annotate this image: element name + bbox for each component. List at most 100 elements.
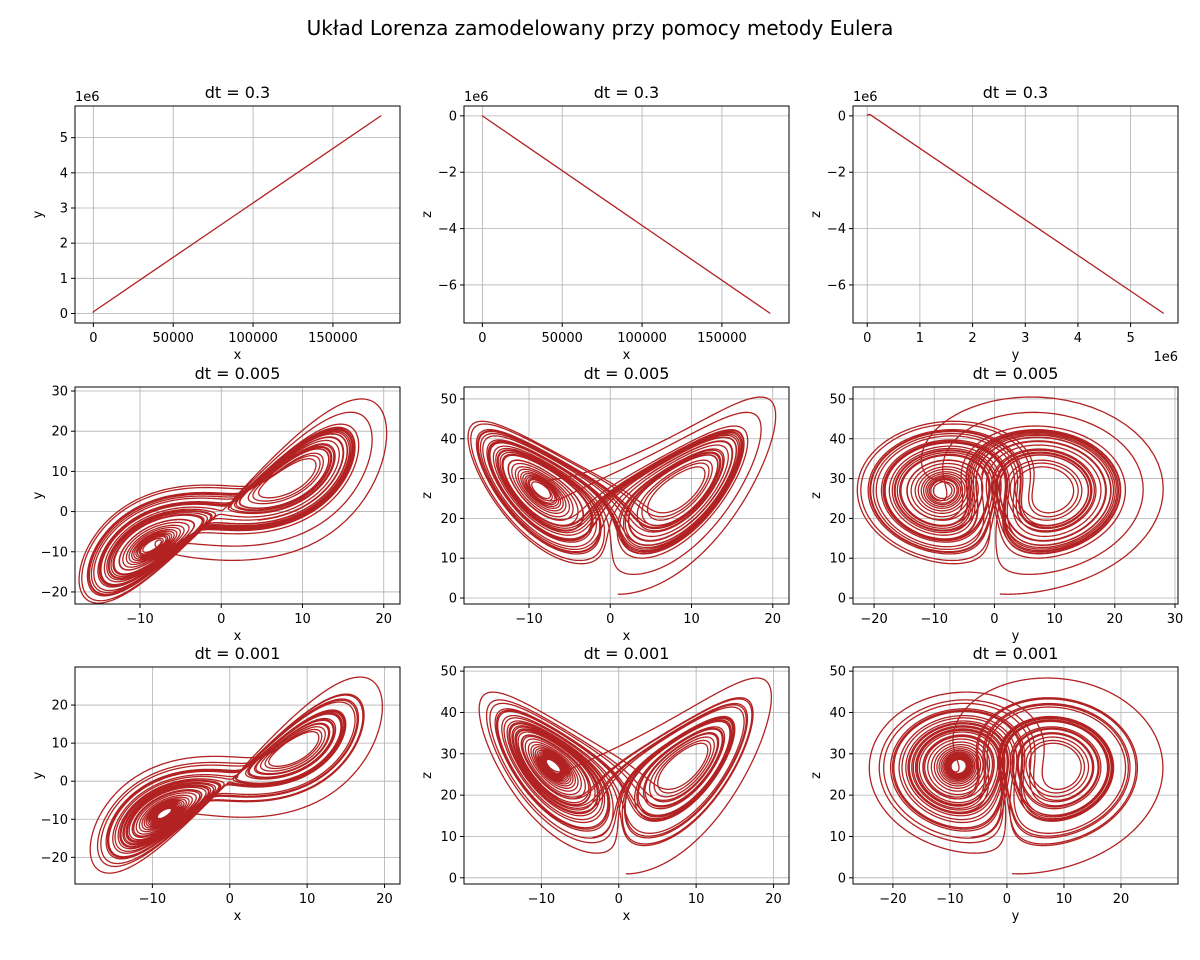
y-tick-label: 10 [440, 552, 457, 567]
subplot-1: 0 50000 100000 150000 0 1 2 3 4 5 x y 1e6 dt = 0.3 [31, 83, 401, 363]
y-axis-label: z [809, 772, 824, 779]
subplot-8: −10 0 10 20 0 10 20 30 40 50 x z dt = 0.001 [420, 644, 790, 924]
series-line [467, 396, 777, 595]
axes-frame [74, 386, 401, 605]
subplot-5: −10 0 10 20 0 10 20 30 40 50 x z dt = 0.005 [420, 364, 790, 644]
x-tick-label: 50000 [153, 331, 194, 346]
y-tick-label: 20 [440, 512, 457, 527]
y-tick-label: 3 [60, 201, 68, 216]
y-tick-label: −20 [41, 851, 68, 866]
y-tick-label: 20 [51, 699, 68, 714]
x-tick-label: 10 [1046, 612, 1063, 627]
axes-frame [852, 666, 1179, 885]
x-tick-label: 20 [1113, 892, 1130, 907]
y-tick-label: 30 [51, 385, 68, 400]
y-tick-label: 10 [440, 830, 457, 845]
x-tick-label: −10 [936, 892, 963, 907]
x-tick-label: −20 [879, 892, 906, 907]
y-tick-label: 30 [829, 472, 846, 487]
x-tick-label: 150000 [308, 331, 358, 346]
x-tick-label: 2 [968, 331, 976, 346]
axes-frame [74, 105, 401, 324]
y-tick-label: 0 [838, 871, 846, 886]
series-line [856, 396, 1164, 595]
y-tick-label: −10 [41, 813, 68, 828]
plot-area [868, 677, 1164, 875]
x-tick-label: 0 [863, 331, 871, 346]
x-tick-label: −10 [528, 892, 555, 907]
plot-area [89, 676, 384, 874]
x-tick-label: 0 [606, 612, 614, 627]
y-tick-label: 20 [829, 789, 846, 804]
x-tick-label: −20 [860, 612, 887, 627]
y-tick-label: 5 [60, 131, 68, 146]
x-tick-label: 20 [375, 612, 392, 627]
axes-frame [74, 666, 401, 885]
y-tick-label: 40 [440, 432, 457, 447]
y-tick-label: 10 [829, 552, 846, 567]
axes-frame [852, 386, 1179, 605]
series-line [78, 398, 388, 604]
y-offset-label: 1e6 [75, 90, 100, 105]
y-tick-label: 0 [60, 775, 68, 790]
x-tick-label: 50000 [542, 331, 583, 346]
y-tick-label: −4 [438, 222, 457, 237]
y-axis-label: y [31, 210, 46, 218]
x-tick-label: 0 [615, 892, 623, 907]
x-tick-label: 20 [764, 612, 781, 627]
series-line [478, 677, 773, 875]
figure-suptitle: Układ Lorenza zamodelowany przy pomocy m… [307, 16, 894, 40]
x-tick-label: −10 [921, 612, 948, 627]
y-offset-label: 1e6 [853, 90, 878, 105]
subplot-title: dt = 0.001 [584, 644, 670, 663]
y-axis-label: z [809, 211, 824, 218]
y-tick-label: 1 [60, 272, 68, 287]
x-tick-label: 10 [683, 612, 700, 627]
subplot-6: −20 −10 0 10 20 30 0 10 20 30 40 50 y z dt = 0.005 [809, 364, 1183, 644]
y-tick-label: −4 [827, 222, 846, 237]
subplot-4: −10 0 10 20 −20 −10 0 10 20 30 x y dt = 0.005 [31, 364, 401, 644]
y-tick-label: −6 [438, 278, 457, 293]
plot-area [78, 398, 388, 604]
x-tick-label: 10 [1056, 892, 1073, 907]
y-tick-label: 0 [449, 592, 457, 607]
y-tick-label: 20 [51, 425, 68, 440]
x-axis-label: x [234, 348, 242, 363]
y-tick-label: −6 [827, 278, 846, 293]
y-offset-label: 1e6 [464, 90, 489, 105]
x-tick-label: 0 [217, 612, 225, 627]
x-tick-label: −10 [515, 612, 542, 627]
x-tick-label: −10 [139, 892, 166, 907]
x-tick-label: 10 [688, 892, 705, 907]
plot-area [866, 113, 1164, 314]
subplot-3: 0 1 2 3 4 5 0 −2 −4 −6 y z 1e6 1e6 dt = 0.3 [809, 83, 1179, 365]
y-tick-label: 20 [829, 512, 846, 527]
subplot-title: dt = 0.001 [973, 644, 1059, 663]
y-tick-label: 10 [51, 737, 68, 752]
plot-area [467, 396, 777, 595]
plot-area [856, 396, 1164, 595]
subplot-title: dt = 0.001 [195, 644, 281, 663]
y-tick-label: 40 [440, 706, 457, 721]
y-axis-label: z [420, 772, 435, 779]
x-axis-label: y [1012, 629, 1020, 644]
y-tick-label: 4 [60, 166, 68, 181]
x-tick-label: 20 [765, 892, 782, 907]
subplot-title: dt = 0.3 [205, 83, 270, 102]
y-axis-label: z [420, 492, 435, 499]
subplot-title: dt = 0.3 [594, 83, 659, 102]
x-axis-label: x [623, 909, 631, 924]
x-axis-label: y [1012, 909, 1020, 924]
y-tick-label: 30 [440, 472, 457, 487]
y-tick-label: 0 [449, 109, 457, 124]
x-tick-label: 0 [1003, 892, 1011, 907]
y-tick-label: 0 [60, 307, 68, 322]
plot-area [478, 677, 773, 875]
y-tick-label: 50 [829, 665, 846, 680]
y-tick-label: 0 [60, 505, 68, 520]
axes-frame [852, 105, 1179, 324]
x-tick-label: 0 [478, 331, 486, 346]
x-axis-label: x [234, 909, 242, 924]
y-tick-label: 0 [838, 109, 846, 124]
